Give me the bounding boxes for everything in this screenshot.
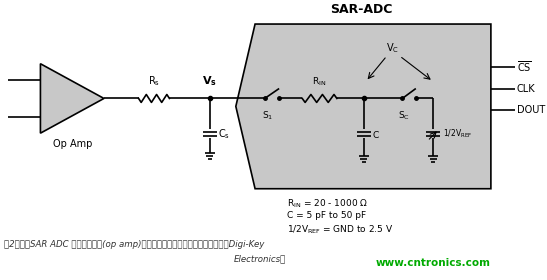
- Text: $\mathregular{V_s}$: $\mathregular{V_s}$: [202, 74, 217, 88]
- Text: 1/2$\mathregular{V_{REF}}$ = GND to 2.5 V: 1/2$\mathregular{V_{REF}}$ = GND to 2.5 …: [287, 223, 393, 236]
- Text: Op Amp: Op Amp: [53, 139, 92, 149]
- Text: $\mathregular{S_1}$: $\mathregular{S_1}$: [262, 109, 274, 122]
- Text: $\mathregular{V_C}$: $\mathregular{V_C}$: [386, 41, 399, 55]
- Text: $\mathregular{C}$: $\mathregular{C}$: [371, 129, 380, 140]
- Text: $\mathregular{R_{IN}}$: $\mathregular{R_{IN}}$: [312, 75, 327, 88]
- Text: www.cntronics.com: www.cntronics.com: [375, 258, 490, 268]
- Text: CLK: CLK: [517, 83, 536, 94]
- Text: $\overline{\mathregular{CS}}$: $\overline{\mathregular{CS}}$: [517, 59, 532, 74]
- Text: $\mathregular{R_{IN}}$ = 20 - 1000 Ω: $\mathregular{R_{IN}}$ = 20 - 1000 Ω: [287, 198, 368, 210]
- Text: $\mathregular{R_s}$: $\mathregular{R_s}$: [148, 74, 160, 88]
- Text: Electronics）: Electronics）: [234, 254, 286, 263]
- Text: $\mathregular{C_s}$: $\mathregular{C_s}$: [218, 127, 230, 141]
- Polygon shape: [40, 64, 104, 133]
- Text: $\mathregular{S_C}$: $\mathregular{S_C}$: [398, 109, 410, 122]
- Polygon shape: [236, 24, 491, 189]
- Text: 图2：驱动SAR ADC 的运算放大器(op amp)，带有输出稳定滤波器，（图片来源：Digi-Key: 图2：驱动SAR ADC 的运算放大器(op amp)，带有输出稳定滤波器，（图…: [4, 240, 264, 249]
- Text: SAR-ADC: SAR-ADC: [330, 3, 392, 16]
- Text: $\mathregular{1/2V_{REF}}$: $\mathregular{1/2V_{REF}}$: [443, 128, 472, 140]
- Text: C = 5 pF to 50 pF: C = 5 pF to 50 pF: [287, 211, 366, 220]
- Text: DOUT: DOUT: [517, 105, 545, 115]
